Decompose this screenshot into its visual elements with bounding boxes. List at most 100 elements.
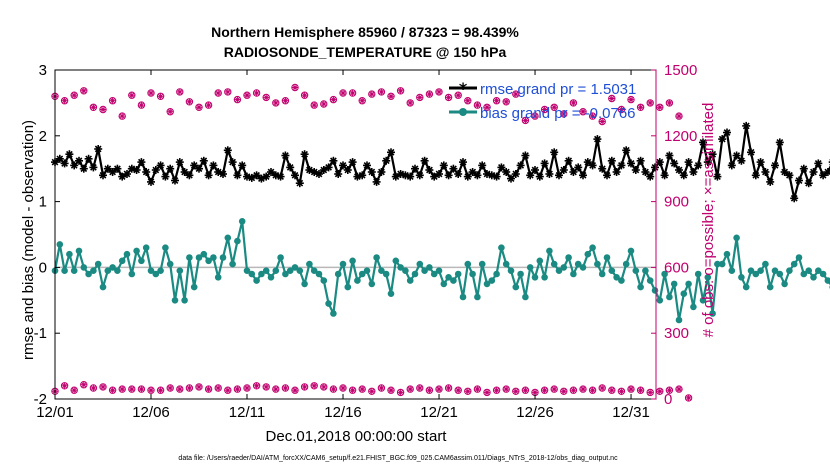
bias-point — [498, 244, 505, 251]
obs-count-upper-point — [233, 95, 242, 104]
rmse-point — [334, 170, 343, 178]
rmse-point — [118, 172, 127, 181]
obs-count-upper-point — [416, 93, 424, 102]
bias-point — [598, 270, 606, 278]
rmse-point — [775, 138, 784, 147]
obs-count-upper-point — [291, 83, 299, 92]
obs-count-upper-point — [176, 88, 184, 96]
rmse-point — [583, 158, 592, 167]
bias-point — [550, 260, 558, 268]
bias-point — [646, 277, 654, 284]
bias-point — [435, 267, 443, 275]
obs-count-lower-point — [608, 386, 616, 394]
bias-point — [282, 270, 289, 278]
bias-point — [728, 267, 736, 275]
x-tick-label: 12/01 — [36, 404, 74, 421]
bias-point — [483, 280, 491, 288]
y-axis-left: -2 -1 0 1 2 3 — [34, 62, 60, 408]
obs-count-lower-point — [368, 387, 376, 395]
bias-point — [810, 274, 817, 281]
rmse-point — [137, 158, 146, 167]
obs-count-upper-point — [156, 92, 165, 101]
bias-point — [613, 274, 620, 281]
rmse-point — [545, 170, 554, 178]
obs-count-upper-point — [502, 98, 510, 106]
obs-count-upper-point — [387, 92, 395, 101]
rmse-point — [329, 156, 338, 165]
bias-point — [147, 267, 155, 275]
obs-count-lower-point — [166, 384, 174, 392]
rmse-point — [339, 161, 347, 170]
obs-count-lower-point — [262, 383, 270, 391]
obs-count-upper-point — [137, 101, 146, 109]
rmse-point — [622, 146, 631, 155]
rmse-point — [564, 156, 573, 165]
obs-count-upper-point — [166, 108, 174, 116]
rmse-point — [588, 161, 597, 170]
rmse-point — [756, 158, 765, 167]
obs-count-upper-point — [128, 91, 136, 99]
bias-point — [661, 270, 668, 278]
rmse-point — [449, 164, 458, 173]
obs-count-upper-point — [617, 105, 626, 114]
obs-count-lower-point — [540, 386, 549, 394]
bias-point — [440, 280, 448, 288]
obs-count-upper-point — [204, 101, 213, 109]
rmse-point — [123, 170, 131, 178]
obs-count-upper-point — [569, 99, 578, 107]
bias-point — [75, 247, 83, 255]
rmse-point — [70, 161, 79, 170]
y-right-tick-label: 1500 — [664, 62, 697, 79]
bias-point — [584, 250, 592, 258]
obs-count-lower-point — [627, 385, 635, 393]
bias-point — [152, 270, 160, 278]
bias-point — [450, 277, 457, 284]
y-right-tick-label: 600 — [664, 259, 689, 276]
bias-point — [493, 270, 500, 278]
bias-point — [267, 274, 275, 281]
obs-count-upper-point — [444, 93, 453, 102]
rmse-point — [598, 164, 607, 173]
rmse-point — [387, 148, 395, 157]
obs-count-upper-point — [70, 91, 78, 99]
bias-point — [258, 270, 265, 278]
data-file-footnote: data file: /Users/raeder/DAI/ATM_forcXX/… — [178, 455, 618, 462]
y-tick-label: 2 — [39, 128, 47, 145]
bias-point — [723, 250, 731, 258]
rmse-point — [267, 168, 275, 176]
obs-count-upper-point — [300, 91, 309, 99]
legend-bias-marker — [459, 108, 467, 116]
bias-point — [301, 280, 308, 288]
bias-point — [114, 267, 121, 275]
obs-count-upper-point — [425, 90, 434, 98]
obs-count-upper-point — [329, 95, 338, 104]
bias-point — [815, 267, 822, 275]
bias-point — [474, 293, 481, 301]
bias-point — [666, 293, 673, 301]
rmse-point — [790, 194, 799, 203]
bias-point — [478, 260, 486, 268]
rmse-point — [617, 161, 626, 170]
rmse-point — [382, 156, 391, 165]
rmse-point — [675, 166, 683, 174]
obs-count-lower-point — [512, 387, 520, 395]
bias-point — [747, 267, 755, 275]
obs-count-upper-point — [473, 101, 482, 109]
obs-count-upper-point — [281, 97, 290, 105]
bias-point — [742, 283, 750, 291]
obs-count-lower-point — [272, 385, 280, 393]
chart-subtitle: RADIOSONDE_TEMPERATURE @ 150 hPa — [224, 44, 507, 60]
rmse-point — [377, 168, 386, 176]
bias-point — [800, 270, 808, 278]
bias-point — [142, 244, 150, 251]
bias-point — [56, 241, 64, 248]
rmse-point — [747, 148, 755, 157]
obs-count-upper-point — [80, 87, 88, 95]
bias-point — [382, 270, 390, 278]
x-axis-label: Dec.01,2018 00:00:00 start — [266, 428, 448, 445]
bias-point — [594, 260, 601, 268]
obs-count-upper-point — [243, 91, 251, 99]
rmse-point — [435, 170, 443, 178]
bias-point — [733, 234, 740, 242]
bias-point — [363, 267, 371, 275]
